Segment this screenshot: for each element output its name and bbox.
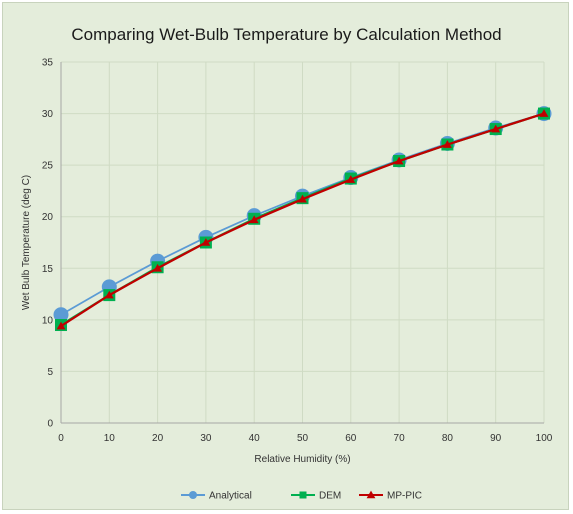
y-tick-label: 10 [42,315,54,326]
y-tick-label: 5 [47,367,53,378]
legend-label-analytical: Analytical [209,491,252,502]
legend-item-mp-pic: MP-PIC [359,491,422,502]
legend-marker-dem [299,491,307,499]
x-tick-label: 20 [152,433,164,444]
x-tick-label: 50 [297,433,309,444]
chart-plot: 0 5 10 15 20 25 30 35 0 10 20 30 40 50 60 70 80 90 100 Rel… [21,58,553,502]
chart-title: Comparing Wet-Bulb Temperature by Calcul… [71,25,502,44]
y-tick-label: 20 [42,212,54,223]
legend-label-dem: DEM [319,491,341,502]
x-tick-label: 0 [58,433,64,444]
data-point-mp-pic [443,140,452,148]
y-tick-label: 30 [42,109,54,120]
x-tick-label: 30 [200,433,212,444]
x-tick-label: 100 [536,433,553,444]
data-point-mp-pic [346,175,356,183]
data-point-mp-pic [298,194,307,203]
data-point-mp-pic [394,156,404,165]
x-axis-title: Relative Humidity (%) [254,454,350,465]
y-axis-title: Wet Bulb Temperature (deg C) [21,175,32,310]
x-tick-label: 70 [394,433,406,444]
legend-item-analytical: Analytical [181,491,252,502]
y-tick-label: 25 [42,161,54,172]
series-layer [53,106,552,332]
legend-marker-analytical [189,491,197,499]
data-point-mp-pic [153,263,162,272]
x-tick-label: 60 [345,433,357,444]
data-point-mp-pic [249,215,259,224]
tick-labels: 0 5 10 15 20 25 30 35 0 10 20 30 40 50 60 70 80 90 100 [42,58,553,445]
legend-marker-mp-pic [366,490,376,499]
data-point-analytical [53,307,69,323]
x-tick-label: 90 [490,433,502,444]
data-point-mp-pic [104,290,114,299]
x-tick-label: 80 [442,433,454,444]
legend: Analytical DEM MP-PIC [181,491,422,502]
data-point-mp-pic [539,109,549,117]
x-tick-label: 10 [104,433,116,444]
y-tick-label: 0 [47,419,53,430]
axes [60,62,544,424]
y-tick-label: 15 [42,264,54,275]
data-point-mp-pic [491,124,501,133]
grid-lines [61,61,545,423]
series-mp-pic [56,109,549,330]
data-point-mp-pic [56,321,66,330]
legend-label-mp-pic: MP-PIC [387,491,422,502]
chart-frame: Comparing Wet-Bulb Temperature by Calcul… [2,2,569,510]
y-tick-label: 35 [42,58,54,69]
legend-item-dem: DEM [291,491,341,502]
x-tick-label: 40 [249,433,261,444]
data-point-mp-pic [201,238,211,246]
